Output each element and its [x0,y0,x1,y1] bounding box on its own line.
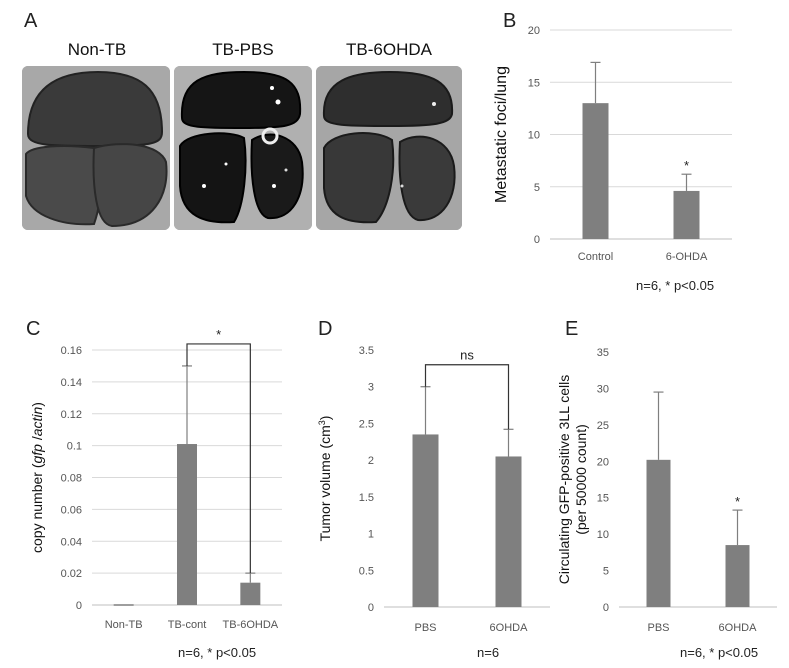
y-tick-label: 10 [597,529,609,541]
photo-label-tb-6ohda: TB-6OHDA [346,40,432,59]
y-tick-label: 20 [597,456,609,468]
y-tick-label: 0 [603,602,609,614]
lung-photo-tb-6ohda [316,66,462,230]
bar [412,434,439,607]
chart-c-note: n=6, * p<0.05 [178,645,257,660]
significance-marker: * [735,494,740,509]
chart-b: 0 5 10 15 20 Control 6-OHDA * Metastatic foci/lu… [493,25,732,263]
y-tick-label: 0.14 [61,377,82,389]
y-tick-label: 0.08 [61,473,82,485]
significance-bracket [186,343,251,574]
chart-d: 0 0.5 1 1.5 2 2.5 3 3.5 PBS 6OHDA ns Tumor volume (… [317,345,550,634]
y-tick-label: 0.02 [61,568,82,580]
category-label: Control [578,251,613,263]
category-label: PBS [647,622,669,634]
y-tick-label: 3.5 [359,345,374,357]
photo-label-tb-pbs: TB-PBS [212,40,274,59]
y-tick-label: 0 [76,600,82,612]
category-label: 6OHDA [719,622,758,634]
significance-label: * [216,327,221,342]
lung-image-non-tb [22,66,170,230]
significance-label: ns [460,348,474,363]
y-tick-label: 15 [597,493,609,505]
y-axis-label: Circulating GFP-positive 3LL cells [556,375,572,585]
chart-d-note: n=6 [477,645,500,660]
y-tick-label: 25 [597,420,609,432]
photo-label-non-tb: Non-TB [67,40,127,59]
panel-c-letter: C [26,318,41,340]
y-tick-label: 10 [528,130,540,142]
category-label: TB-6OHDA [223,619,279,631]
category-label: 6OHDA [490,622,529,634]
bar [177,444,197,605]
y-tick-label: 2.5 [359,418,374,430]
y-tick-label: 30 [597,383,609,395]
y-tick-label: 0.06 [61,504,82,516]
significance-marker: * [684,158,689,173]
chart-c: 0 0.02 0.04 0.06 0.08 0.1 0.12 0.14 0.16 Non-TB TB… [29,327,282,631]
bar [495,456,522,607]
y-tick-label: 0.5 [359,565,374,577]
bar [582,103,609,240]
panel-b-letter: B [503,10,517,32]
y-tick-label: 1 [368,529,374,541]
y-tick-label: 0.12 [61,409,82,421]
chart-b-note: n=6, * p<0.05 [636,278,715,293]
y-axis-label: copy number (gfp /actin) [29,402,45,553]
y-tick-label: 3 [368,382,374,394]
y-tick-label: 0.04 [61,536,82,548]
lung-photo-non-tb [22,66,170,230]
y-tick-label: 20 [528,25,540,37]
category-label: PBS [414,622,436,634]
y-tick-label: 5 [603,566,609,578]
bar [673,190,700,239]
y-tick-label: 1.5 [359,492,374,504]
significance-bracket [424,364,510,430]
y-axis-label: (per 50000 count) [573,424,589,535]
lung-photo-tb-pbs [174,66,312,230]
y-tick-label: 0 [368,602,374,614]
y-tick-label: 0.1 [67,441,82,453]
chart-e-note: n=6, * p<0.05 [680,645,759,660]
category-label: 6-OHDA [666,251,708,263]
bar [240,582,261,605]
panel-e-letter: E [565,318,579,340]
category-label: TB-cont [168,619,207,631]
chart-e: 0 5 10 15 20 25 30 35 PBS 6OHDA * Circulating GFP-p… [556,347,777,634]
y-tick-label: 35 [597,347,609,359]
bar [725,545,750,607]
y-tick-label: 5 [534,182,540,194]
y-axis-label: Tumor volume (cm3) [317,416,333,542]
bar [646,459,671,607]
y-tick-label: 0 [534,234,540,246]
lung-image-tb-6ohda [316,66,462,230]
panel-d-letter: D [318,318,333,340]
lung-image-tb-pbs [174,66,312,230]
y-axis-label: Metastatic foci/lung [493,66,510,203]
y-tick-label: 2 [368,455,374,467]
category-label: Non-TB [105,619,143,631]
y-tick-label: 15 [528,77,540,89]
y-tick-label: 0.16 [61,345,82,357]
panel-a-letter: A [24,10,38,32]
